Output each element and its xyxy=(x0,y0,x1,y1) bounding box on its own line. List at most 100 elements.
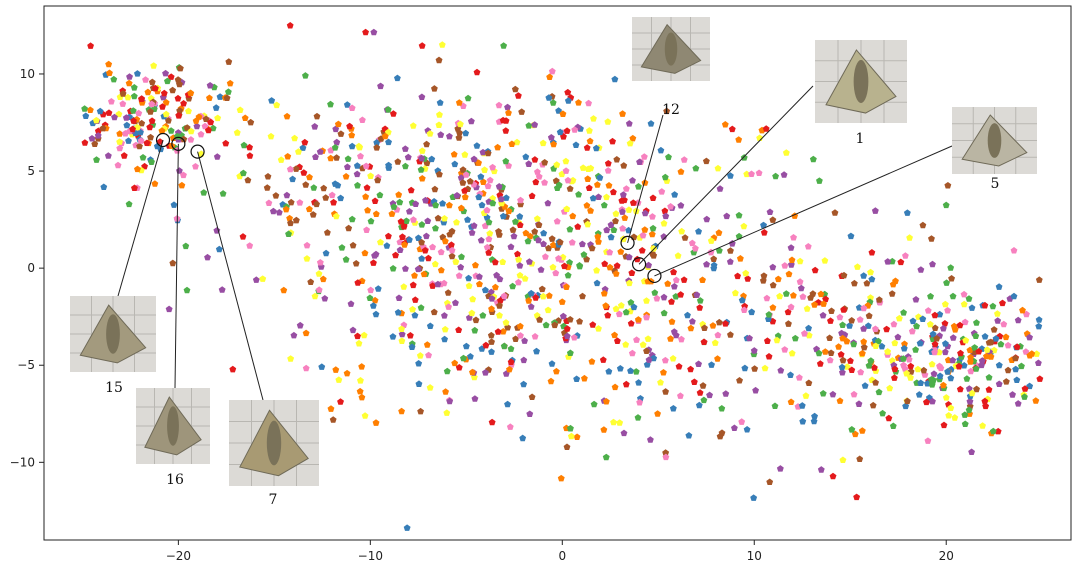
scatter-point xyxy=(516,271,524,279)
scatter-point xyxy=(121,130,129,137)
scatter-point xyxy=(618,197,626,204)
scatter-point xyxy=(223,94,231,101)
scatter-point xyxy=(129,125,136,133)
scatter-point xyxy=(415,360,423,367)
scatter-point xyxy=(826,356,834,364)
scatter-point xyxy=(162,110,170,118)
scatter-point xyxy=(337,398,344,405)
scatter-point xyxy=(740,306,748,313)
scatter-point xyxy=(125,200,133,208)
scatter-point xyxy=(929,397,936,405)
scatter-point xyxy=(968,448,975,455)
scatter-point xyxy=(829,472,837,480)
scatter-point xyxy=(233,129,241,136)
scatter-point xyxy=(470,222,478,229)
scatter-point xyxy=(296,321,304,329)
scatter-point xyxy=(763,294,771,302)
scatter-point xyxy=(353,170,361,178)
scatter-point xyxy=(589,194,597,202)
scatter-point xyxy=(654,410,661,417)
scatter-point xyxy=(333,138,341,146)
scatter-point xyxy=(740,222,748,230)
scatter-point xyxy=(477,173,485,180)
scatter-point xyxy=(556,238,564,246)
scatter-point xyxy=(816,177,823,184)
scatter-point xyxy=(709,322,717,329)
scatter-point xyxy=(481,166,488,173)
scatter-point xyxy=(509,282,517,290)
scatter-point xyxy=(204,253,211,261)
scatter-point xyxy=(640,153,648,160)
scatter-point xyxy=(533,215,541,222)
scatter-point xyxy=(848,366,856,373)
scatter-point xyxy=(218,286,226,293)
scatter-point xyxy=(423,140,430,148)
scatter-point xyxy=(869,401,877,409)
scatter-point xyxy=(225,58,233,65)
scatter-point xyxy=(205,126,212,134)
thumbnail-label: 15 xyxy=(105,380,123,396)
scatter-point xyxy=(847,357,854,364)
scatter-point xyxy=(349,241,357,249)
scatter-point xyxy=(197,130,205,138)
scatter-point xyxy=(417,166,425,173)
scatter-point xyxy=(643,347,650,354)
scatter-point xyxy=(437,131,445,138)
scatter-point xyxy=(620,162,628,169)
scatter-point xyxy=(418,147,426,154)
scatter-point xyxy=(927,376,935,383)
scatter-point xyxy=(695,228,702,235)
scatter-point xyxy=(553,161,561,168)
scatter-point xyxy=(994,317,1002,324)
scatter-point xyxy=(850,340,858,348)
scatter-point xyxy=(901,340,908,347)
scatter-point xyxy=(966,346,974,354)
scatter-point xyxy=(435,170,443,178)
scatter-point xyxy=(126,73,133,80)
scatter-point xyxy=(491,258,499,266)
scatter-point xyxy=(764,337,771,344)
scatter-point xyxy=(727,247,734,254)
scatter-point xyxy=(462,342,470,350)
scatter-point xyxy=(169,259,177,267)
scatter-point xyxy=(105,109,113,116)
scatter-point xyxy=(613,262,621,269)
scatter-point xyxy=(187,89,195,97)
scatter-point xyxy=(995,283,1003,290)
scatter-point xyxy=(563,205,571,212)
scatter-point xyxy=(206,82,214,89)
scatter-point xyxy=(342,256,350,263)
scatter-point xyxy=(455,272,463,279)
scatter-point xyxy=(868,249,876,256)
scatter-point xyxy=(310,184,318,191)
scatter-point xyxy=(322,249,330,257)
scatter-point xyxy=(411,311,419,319)
scatter-point xyxy=(517,196,524,204)
scatter-point xyxy=(1010,292,1018,300)
scatter-point xyxy=(638,247,646,254)
scatter-point xyxy=(628,269,636,276)
scatter-point xyxy=(359,116,366,123)
scatter-point xyxy=(174,76,182,83)
highlight-marker xyxy=(155,132,171,148)
scatter-point xyxy=(645,261,652,269)
scatter-point xyxy=(641,179,649,186)
scatter-point xyxy=(798,402,806,409)
scatter-point xyxy=(960,300,968,308)
axes-layer: −20 −10 0 10 20 10 5 0 −5 −10 xyxy=(10,67,954,563)
scatter-point xyxy=(607,221,615,228)
scatter-point xyxy=(780,171,788,178)
scatter-point xyxy=(584,220,592,228)
scatter-point xyxy=(714,164,722,172)
scatter-point xyxy=(139,154,147,161)
scatter-point xyxy=(555,181,563,188)
scatter-point xyxy=(829,390,837,398)
scatter-point xyxy=(785,320,792,327)
scatter-point xyxy=(567,432,575,440)
scatter-point xyxy=(180,100,187,107)
scatter-point xyxy=(263,184,271,191)
scatter-point xyxy=(176,167,183,174)
scatter-point xyxy=(441,237,449,245)
scatter-point xyxy=(527,303,535,310)
scatter-point xyxy=(539,292,547,300)
